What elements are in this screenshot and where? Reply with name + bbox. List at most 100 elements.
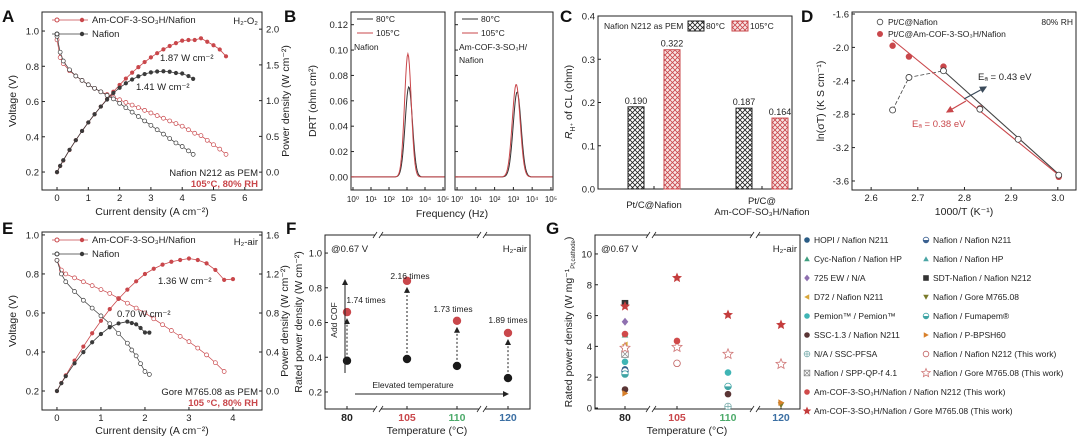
g-xlabel: Temperature (°C) <box>647 425 728 437</box>
e-legend-label-2: Nafion <box>92 249 119 260</box>
y-tick-label: 0.6 <box>26 97 39 108</box>
voltage-point <box>133 305 139 311</box>
power-point <box>151 266 156 271</box>
voltage-point <box>186 127 191 133</box>
c-category-2-line-1: Pt/C@ <box>748 196 776 207</box>
power-point <box>161 69 166 74</box>
voltage-point <box>85 82 91 88</box>
power-point <box>148 70 154 75</box>
legend-label: Nafion / P-BPSH60 <box>933 330 1006 340</box>
power-point <box>107 325 112 330</box>
x-category-label: 110 <box>720 412 737 424</box>
legend-marker-fill <box>923 240 929 243</box>
data-point-shape <box>775 357 787 370</box>
y-tick-label: 0.12 <box>330 20 349 31</box>
a-y2label: Power density (W cm⁻²) <box>280 45 292 157</box>
power-point <box>204 261 209 266</box>
voltage-point <box>73 73 79 79</box>
legend-marker <box>804 237 810 243</box>
y-tick-label: 0 <box>587 403 592 414</box>
legend-label: N/A / SSC-PFSA <box>814 349 878 359</box>
f-xlabel: Temperature (°C) <box>387 425 468 437</box>
voltage-point <box>67 67 72 73</box>
power-point <box>147 330 152 335</box>
b-ylabel: DRT (ohm cm²) <box>307 65 319 137</box>
f-ratio-120: 1.89 times <box>488 315 527 325</box>
cof-point <box>905 53 913 60</box>
power-point <box>72 361 77 366</box>
nafion-point-shape <box>889 106 896 114</box>
power-point <box>161 47 166 52</box>
legend-marker-nafion-shape <box>876 18 884 26</box>
axis-break-gap <box>648 232 654 238</box>
d-condition: 80% RH <box>1041 17 1073 27</box>
voltage-point <box>190 152 196 157</box>
y-tick-label: 0.08 <box>330 71 349 82</box>
legend-marker-nafion <box>876 18 884 26</box>
d-legend-1: Pt/C@Nafion <box>888 17 938 27</box>
x-tick-label: 1 <box>86 193 91 204</box>
power-point <box>180 38 185 43</box>
data-point-shape <box>724 390 732 398</box>
f-ratio-110: 1.73 times <box>433 304 472 314</box>
x-tick-label: 10³ <box>401 195 413 204</box>
panel-g-text: Temperature (°C) Rated power density (W … <box>563 237 797 437</box>
panel-f-frame <box>324 234 531 410</box>
nafion-point <box>402 354 412 364</box>
voltage-point <box>161 115 166 121</box>
g-ylabel: Rated power density (W mg⁻¹Pt,cathode) <box>563 237 577 408</box>
legend-marker-shape <box>804 274 810 282</box>
y-tick-label: 0.2 <box>26 168 39 179</box>
data-point <box>724 369 732 376</box>
y-tick-label: 0.04 <box>330 122 349 133</box>
power-point <box>167 43 172 49</box>
b2-title: Am-COF-3-SO₃H/ <box>459 42 528 52</box>
g-ylabel-end: ) <box>563 237 575 241</box>
y-tick-label: 6 <box>587 311 592 322</box>
a-peak-label-1: 1.87 W cm⁻² <box>160 53 214 64</box>
legend-swatch-1 <box>731 20 749 32</box>
power-point <box>142 71 147 77</box>
panel-b-frame-2 <box>454 11 554 191</box>
d-xlabel: 1000/T (K⁻¹) <box>935 206 993 218</box>
data-point <box>673 337 681 345</box>
power-point <box>213 267 218 273</box>
c-ylabel: RH⁺ of CL (ohm) <box>563 65 577 139</box>
axis-break-gap <box>752 406 758 412</box>
power-point <box>173 40 179 46</box>
data-point-shape <box>723 309 733 320</box>
legend-label: HOPI / Nafion N211 <box>814 235 889 245</box>
bar-105°C-1 <box>771 117 789 190</box>
nafion-point-shape <box>1055 171 1063 179</box>
voltage-point <box>142 310 148 316</box>
legend-marker-shape <box>923 332 929 338</box>
x-tick-label: 5 <box>211 193 216 204</box>
legend-label: Am-COF-3-SO₃H/Nafion / Gore M765.08 (Thi… <box>814 406 1013 416</box>
a-legend-label-2: Nafion <box>92 29 119 40</box>
panel-f-text: Temperature (°C) Rated power density (W … <box>293 244 528 437</box>
legend-open-marker <box>54 17 60 23</box>
legend-marker <box>804 274 810 282</box>
panel-label-a: A <box>2 7 14 26</box>
e-y2label: Power density (W cm⁻²) <box>279 265 291 377</box>
legend-marker <box>804 389 810 395</box>
a-peak-label-2: 1.41 W cm⁻² <box>136 82 190 93</box>
voltage-point <box>92 85 97 91</box>
y-tick-label: 0.10 <box>330 46 349 57</box>
power-point <box>134 279 139 284</box>
cof-point-shape <box>402 276 412 286</box>
voltage-point <box>54 257 60 263</box>
data-point-shape <box>673 337 681 345</box>
bar-value-label: 0.187 <box>733 97 756 107</box>
nafion-point-shape <box>976 105 984 113</box>
x-tick-label: 4 <box>230 413 235 424</box>
legend-marker <box>803 350 811 358</box>
f-ratio-80: 1.74 times <box>346 295 385 305</box>
d-ea-cof: Eₐ = 0.38 eV <box>912 119 966 130</box>
cof-point <box>452 316 462 325</box>
power-point <box>123 81 128 86</box>
cof-point-shape <box>889 42 896 49</box>
power-point <box>138 325 143 331</box>
voltage-point <box>177 334 183 339</box>
